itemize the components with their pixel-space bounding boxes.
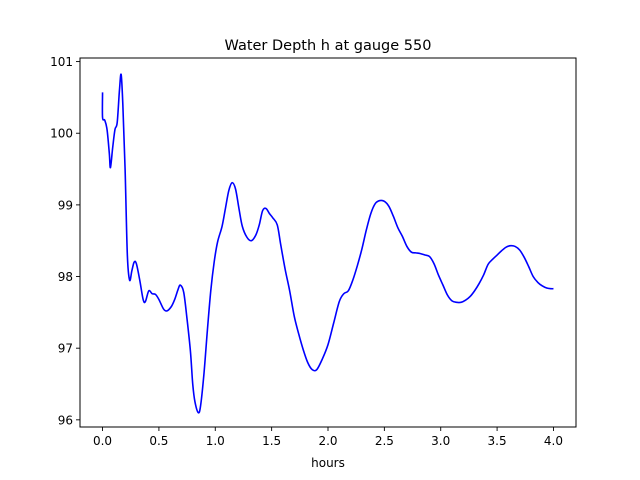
x-tick-label: 3.0 bbox=[431, 434, 450, 448]
y-tick-label: 101 bbox=[50, 55, 73, 69]
y-axis-ticks: 96 97 98 99 100 101 bbox=[50, 55, 80, 427]
y-tick-label: 96 bbox=[58, 413, 73, 427]
x-tick-label: 4.0 bbox=[544, 434, 563, 448]
y-tick-label: 97 bbox=[58, 342, 73, 356]
x-tick-label: 1.5 bbox=[262, 434, 281, 448]
series-line-0 bbox=[101, 73, 554, 414]
plot-series-layer bbox=[101, 73, 554, 414]
plot-frame bbox=[79, 57, 577, 428]
x-tick-label: 2.5 bbox=[375, 434, 394, 448]
x-tick-label: 3.5 bbox=[488, 434, 507, 448]
chart-title: Water Depth h at gauge 550 bbox=[225, 38, 432, 54]
x-tick-label: 1.0 bbox=[206, 434, 225, 448]
x-tick-label: 2.0 bbox=[318, 434, 337, 448]
x-axis-label: hours bbox=[311, 456, 345, 470]
y-tick-label: 99 bbox=[58, 198, 73, 212]
x-tick-label: 0.0 bbox=[93, 434, 112, 448]
x-axis-ticks: 0.0 0.5 1.0 1.5 2.0 2.5 3.0 3.5 4.0 bbox=[93, 427, 563, 448]
y-tick-label: 100 bbox=[50, 127, 73, 141]
y-tick-label: 98 bbox=[58, 270, 73, 284]
x-tick-label: 0.5 bbox=[149, 434, 168, 448]
